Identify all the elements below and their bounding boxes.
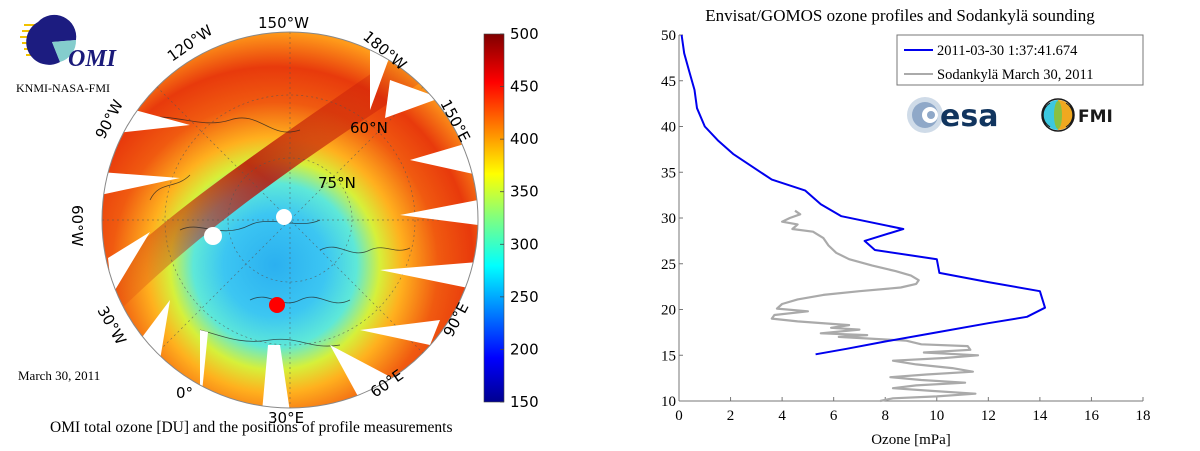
x-tick-label: 18 [1136, 408, 1151, 424]
y-tick-label: 30 [661, 211, 676, 227]
y-tick-label: 35 [661, 165, 676, 181]
omi-map-panel: OMI KNMI-NASA-FMI [16, 14, 539, 436]
fmi-logo: FMI [1041, 98, 1113, 132]
y-tick-label: 20 [661, 303, 676, 319]
chart-title: Envisat/GOMOS ozone profiles and Sodanky… [705, 6, 1095, 25]
x-tick-label: 10 [929, 408, 944, 424]
fmi-logo-emblem-icon [1041, 98, 1075, 132]
legend-label-gomos: 2011-03-30 1:37:41.674 [937, 43, 1078, 59]
y-tick-label: 10 [661, 394, 676, 410]
lon-label-0: 0° [176, 384, 193, 402]
x-tick-label: 14 [1032, 408, 1048, 424]
sodankyla-marker[interactable] [269, 297, 285, 313]
lon-label-150w: 150°W [258, 14, 309, 32]
colorbar-tick-label: 250 [510, 288, 539, 306]
esa-logo: esa [907, 97, 998, 134]
legend-label-sodankyla: Sodankylä March 30, 2011 [937, 67, 1094, 83]
y-tick-label: 25 [661, 257, 676, 273]
x-tick-label: 0 [675, 408, 683, 424]
x-tick-label: 6 [830, 408, 838, 424]
esa-logo-text: esa [940, 99, 998, 134]
lon-label-30e: 30°E [268, 409, 304, 427]
profile-marker[interactable] [204, 227, 222, 245]
x-tick-label: 2 [727, 408, 735, 424]
colorbar-tick-label: 400 [510, 130, 539, 148]
y-tick-label: 15 [661, 348, 676, 364]
gomos-profile-line [680, 34, 1046, 356]
y-tick-label: 40 [661, 120, 676, 136]
map-date: March 30, 2011 [18, 368, 100, 383]
omi-logo-globe-icon [26, 14, 77, 65]
colorbar-tick-label: 450 [510, 78, 539, 96]
colorbar-tick-label: 150 [510, 393, 539, 411]
profile-chart: Envisat/GOMOS ozone profiles and Sodanky… [661, 6, 1151, 448]
sodankyla-sounding-line [770, 209, 980, 403]
fmi-logo-text: FMI [1078, 107, 1113, 127]
legend: 2011-03-30 1:37:41.674 Sodankylä March 3… [896, 34, 1144, 86]
map-boundary [101, 31, 479, 409]
omi-logo-subtitle: KNMI-NASA-FMI [16, 81, 110, 95]
colorbar: 500 450 400 350 300 250 200 150 [483, 25, 539, 411]
esa-logo-emblem-icon [907, 97, 943, 133]
lat-label-75n: 75°N [318, 174, 356, 192]
colorbar-tick-label: 300 [510, 235, 539, 253]
profile-marker[interactable] [276, 209, 292, 225]
x-tick-label: 16 [1084, 408, 1100, 424]
omi-logo: OMI KNMI-NASA-FMI [16, 14, 118, 95]
lon-label-60w: 60°W [68, 205, 86, 247]
y-tick-label: 50 [661, 28, 676, 44]
x-tick-label: 4 [778, 408, 786, 424]
colorbar-tick-label: 350 [510, 183, 539, 201]
x-tick-label: 12 [981, 408, 996, 424]
colorbar-gradient [483, 33, 505, 403]
legend-box [896, 34, 1144, 86]
lat-label-60n: 60°N [350, 119, 388, 137]
x-tick-label: 8 [881, 408, 889, 424]
colorbar-tick-label: 500 [510, 25, 539, 43]
colorbar-tick-label: 200 [510, 340, 539, 358]
y-tick-label: 45 [661, 74, 676, 90]
map-caption: OMI total ozone [DU] and the positions o… [50, 419, 452, 436]
omi-logo-text: OMI [68, 46, 118, 72]
x-axis-label: Ozone [mPa] [871, 432, 951, 448]
